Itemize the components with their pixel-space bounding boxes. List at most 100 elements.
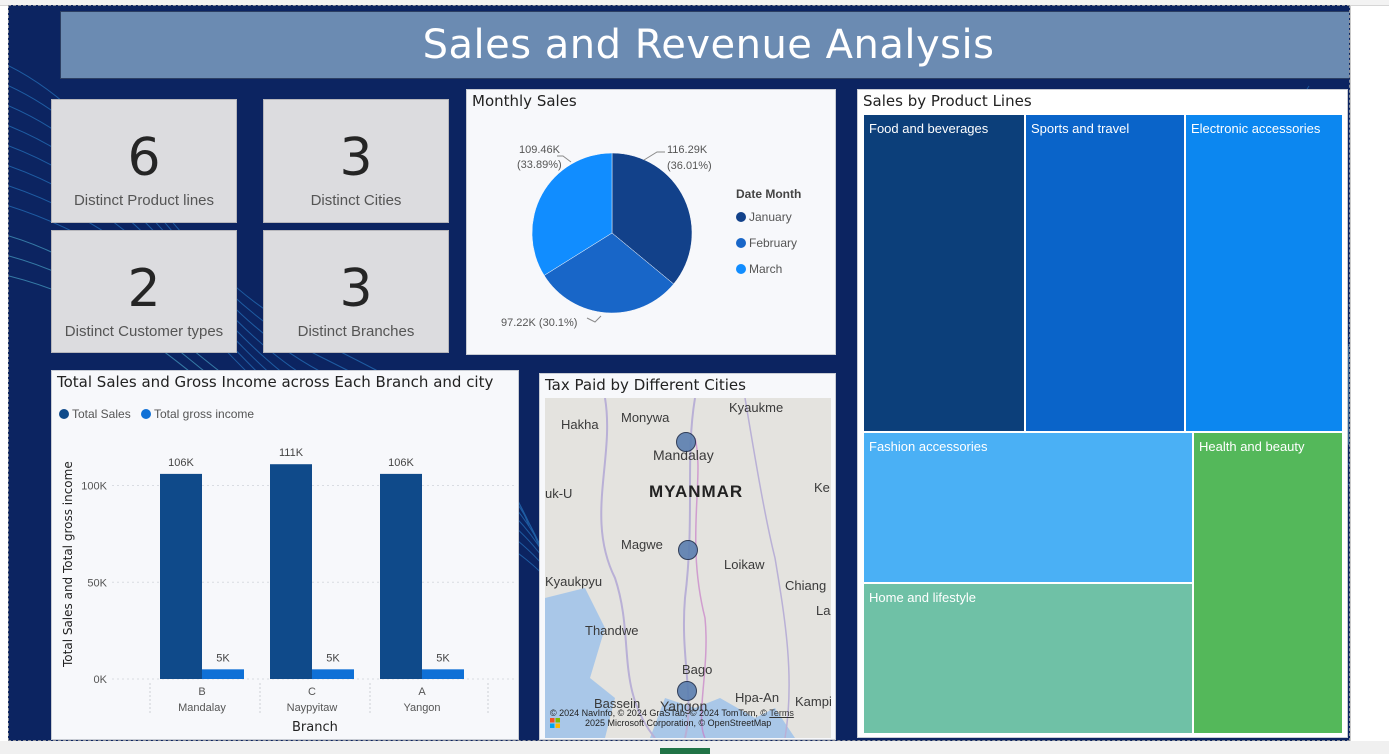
- map-bubble-naypyitaw[interactable]: [678, 540, 698, 560]
- microsoft-logo-icon: [550, 718, 560, 728]
- monthly-sales-visual[interactable]: Monthly Sales 109.46K (33.89%) 116.29K (…: [466, 89, 836, 355]
- data-label-sales: 106K: [168, 457, 194, 469]
- treemap-cell-food-beverages[interactable]: Food and beverages: [863, 114, 1025, 432]
- tax-map-visual[interactable]: Tax Paid by Different Cities Monywa Kyau…: [539, 373, 836, 740]
- x-tick-city: Naypyitaw: [287, 702, 338, 714]
- x-axis-title: Branch: [292, 720, 338, 735]
- x-tick-branch: B: [198, 686, 205, 698]
- map-place-label: Kyaukme: [729, 400, 784, 415]
- treemap-cell-fashion-accessories[interactable]: Fashion accessories: [863, 432, 1193, 583]
- map-place-label: Hakha: [561, 417, 599, 432]
- bar-gross-income-naypyitaw[interactable]: [312, 669, 354, 679]
- map-terrain: [545, 398, 795, 738]
- card-cities[interactable]: 3 Distinct Cities: [263, 99, 449, 223]
- card-customer-types[interactable]: 2 Distinct Customer types: [51, 230, 237, 353]
- february-value-label: 97.22K (30.1%): [501, 317, 577, 329]
- march-percent-label: (33.89%): [517, 159, 562, 171]
- map-attribution-text: © 2024 NavInfo, © 2024 GraSTab, © 2024 T…: [550, 708, 767, 718]
- data-label-sales: 106K: [388, 457, 414, 469]
- january-leader-line: [643, 151, 665, 161]
- bar-chart: Total Sales Total gross income Total Sal…: [59, 407, 514, 735]
- card-value: 6: [127, 128, 161, 188]
- x-tick-branch: A: [418, 686, 426, 698]
- treemap-cell-health-beauty[interactable]: Health and beauty: [1193, 432, 1343, 734]
- data-label-income: 5K: [326, 652, 340, 664]
- map-canvas[interactable]: Monywa Kyaukme Hakha Mandalay MYANMAR uk…: [545, 398, 831, 738]
- treemap-title: Sales by Product Lines: [863, 92, 1032, 110]
- legend-marker: [59, 409, 69, 419]
- map-bubble-yangon[interactable]: [677, 681, 697, 701]
- monthly-sales-title: Monthly Sales: [472, 92, 577, 110]
- map-place-label: La: [816, 603, 831, 618]
- legend-marker: [736, 212, 746, 222]
- data-label-income: 5K: [216, 652, 230, 664]
- branch-sales-chart-visual[interactable]: Total Sales and Gross Income across Each…: [51, 370, 519, 740]
- legend-title: Date Month: [736, 187, 801, 201]
- january-value-label: 116.29K: [667, 144, 708, 156]
- map-country-label: MYANMAR: [649, 482, 744, 501]
- legend-label: March: [749, 262, 782, 276]
- bar-total-sales-naypyitaw[interactable]: [270, 464, 312, 679]
- map-terms-link[interactable]: Terms: [769, 708, 794, 718]
- legend-label: February: [749, 236, 797, 250]
- y-tick-label: 0K: [94, 674, 108, 686]
- card-value: 2: [127, 259, 161, 319]
- treemap-cell-home-lifestyle[interactable]: Home and lifestyle: [863, 583, 1193, 734]
- y-tick-label: 50K: [87, 577, 107, 589]
- map-place-label: Bago: [682, 662, 713, 677]
- map-title: Tax Paid by Different Cities: [545, 376, 746, 394]
- map-place-label: Bassein: [594, 696, 641, 711]
- map-attribution-line-2: 2025 Microsoft Corporation, © OpenStreet…: [585, 718, 772, 728]
- pie-chart: 109.46K (33.89%) 116.29K (36.01%) 97.22K…: [501, 144, 801, 329]
- map-place-label: Mandalay: [653, 447, 714, 463]
- right-pane-strip: [1350, 6, 1389, 741]
- treemap-cell-electronic-accessories[interactable]: Electronic accessories: [1185, 114, 1343, 432]
- march-leader-line: [557, 155, 572, 163]
- report-page: Sales and Revenue Analysis 6 Distinct Pr…: [8, 5, 1350, 741]
- pie-slice-february[interactable]: [543, 232, 674, 314]
- product-lines-treemap-visual[interactable]: Sales by Product Lines Food and beverage…: [857, 89, 1348, 738]
- pie-slice-january[interactable]: [611, 152, 693, 285]
- map-bubble-mandalay[interactable]: [676, 432, 696, 452]
- treemap-cell-sports-travel[interactable]: Sports and travel: [1025, 114, 1185, 432]
- bar-total-sales-mandalay[interactable]: [160, 473, 202, 679]
- bottom-status-strip: [0, 741, 1389, 754]
- card-value: 3: [339, 128, 373, 188]
- map-place-label: Yangon: [660, 698, 708, 714]
- march-value-label: 109.46K: [519, 144, 561, 156]
- map-place-label: Loikaw: [724, 557, 765, 572]
- bar-gross-income-mandalay[interactable]: [202, 669, 244, 679]
- map-place-label: uk-U: [545, 486, 573, 501]
- card-product-lines[interactable]: 6 Distinct Product lines: [51, 99, 237, 223]
- bar-total-sales-yangon[interactable]: [380, 473, 422, 679]
- report-title: Sales and Revenue Analysis: [422, 22, 995, 68]
- card-label: Distinct Cities: [310, 192, 402, 209]
- y-tick-label: 100K: [81, 481, 107, 493]
- bar-gross-income-yangon[interactable]: [422, 669, 464, 679]
- legend-label: Total Sales: [72, 407, 131, 421]
- card-value: 3: [339, 259, 373, 319]
- legend-total-sales[interactable]: Total Sales: [59, 407, 131, 421]
- report-title-banner: Sales and Revenue Analysis: [60, 11, 1349, 79]
- map-place-label: Monywa: [621, 410, 670, 425]
- legend-label: Total gross income: [154, 407, 254, 421]
- pie-slice-march[interactable]: [531, 152, 613, 276]
- map-place-label: Ke: [814, 480, 830, 495]
- legend-item-february[interactable]: February: [736, 236, 797, 250]
- x-tick-city: Mandalay: [178, 702, 226, 714]
- map-place-label: Thandwe: [585, 623, 639, 638]
- map-place-label: Kyaukpyu: [545, 574, 603, 589]
- legend-item-march[interactable]: March: [736, 262, 782, 276]
- map-place-label: Kampi: [795, 694, 831, 709]
- january-percent-label: (36.01%): [667, 160, 712, 172]
- map-attribution: © 2024 NavInfo, © 2024 GraSTab, © 2024 T…: [550, 708, 794, 718]
- map-place-label: Chiang: [785, 578, 827, 593]
- map-place-label: Hpa-An: [735, 690, 780, 705]
- february-leader-line: [586, 315, 602, 323]
- card-label: Distinct Branches: [297, 323, 415, 340]
- active-sheet-tab-indicator[interactable]: [660, 748, 710, 754]
- legend-total-gross-income[interactable]: Total gross income: [141, 407, 254, 421]
- legend-item-january[interactable]: January: [736, 210, 792, 224]
- card-branches[interactable]: 3 Distinct Branches: [263, 230, 449, 353]
